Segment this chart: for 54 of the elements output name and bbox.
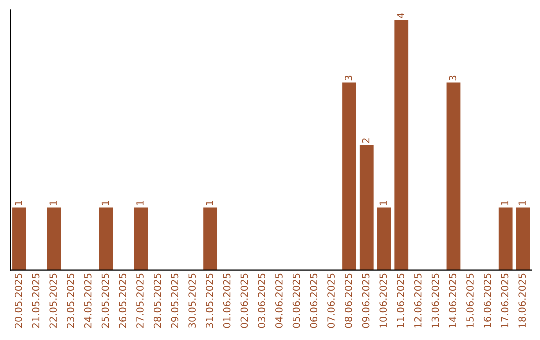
x-tick-label: 30.05.2025: [188, 274, 196, 328]
x-tick-label: 23.05.2025: [67, 274, 74, 328]
x-tick-label: 27.05.2025: [136, 274, 144, 328]
x-tick-label: 13.06.2025: [432, 274, 440, 328]
x-tick-label: 17.06.2025: [501, 274, 509, 328]
data-label: 2: [362, 138, 370, 144]
data-label: 1: [501, 201, 509, 206]
x-tick-label: 06.06.2025: [310, 274, 318, 328]
data-label: 1: [518, 201, 526, 206]
x-tick-label: 10.06.2025: [380, 274, 388, 328]
x-tick-label: 20.05.2025: [14, 274, 22, 328]
x-tick-label: 12.06.2025: [414, 274, 422, 328]
data-label: 1: [50, 201, 57, 206]
x-tick-label: 31.05.2025: [206, 274, 214, 328]
x-tick-label: 07.06.2025: [328, 274, 335, 328]
data-label: 3: [449, 76, 457, 81]
x-tick-label: 02.06.2025: [240, 274, 248, 328]
bar: [516, 208, 530, 270]
bar: [99, 208, 114, 270]
data-label: 1: [206, 201, 214, 206]
x-tick-label: 21.05.2025: [32, 274, 40, 328]
x-tick-label: 11.06.2025: [397, 274, 404, 328]
x-tick-label: 22.05.2025: [50, 274, 58, 328]
data-label: 1: [102, 201, 110, 206]
x-tick-label: 29.05.2025: [171, 274, 179, 328]
data-label: 4: [397, 13, 404, 18]
x-tick-label: 14.06.2025: [449, 274, 457, 328]
data-label: 1: [136, 201, 144, 206]
bar: [377, 208, 392, 270]
x-tick-label: 03.06.2025: [258, 274, 266, 328]
bar: [342, 82, 356, 270]
bar: [12, 208, 26, 270]
x-tick-label: 24.05.2025: [84, 274, 92, 328]
x-tick-label: 04.06.2025: [276, 274, 283, 328]
bar: [498, 208, 513, 270]
x-tick-label: 28.05.2025: [154, 274, 162, 328]
x-tick-label: 01.06.2025: [223, 274, 231, 328]
data-label: 1: [380, 201, 387, 206]
bar: [47, 208, 62, 270]
x-tick-label: 25.05.2025: [102, 274, 110, 328]
x-tick-label: 18.06.2025: [518, 274, 526, 328]
data-label: 1: [15, 201, 22, 206]
bar: [204, 208, 218, 270]
bar: [360, 145, 374, 270]
x-tick-label: 09.06.2025: [362, 274, 370, 328]
x-tick-label: 16.06.2025: [484, 274, 492, 328]
x-tick-label: 08.06.2025: [344, 274, 352, 328]
bar: [134, 208, 148, 270]
x-tick-label: 26.05.2025: [119, 274, 127, 328]
x-tick-label: 05.06.2025: [292, 274, 300, 328]
bar: [394, 20, 409, 270]
data-label: 3: [344, 76, 352, 81]
x-tick-label: 15.06.2025: [466, 274, 474, 328]
bar: [446, 82, 461, 270]
